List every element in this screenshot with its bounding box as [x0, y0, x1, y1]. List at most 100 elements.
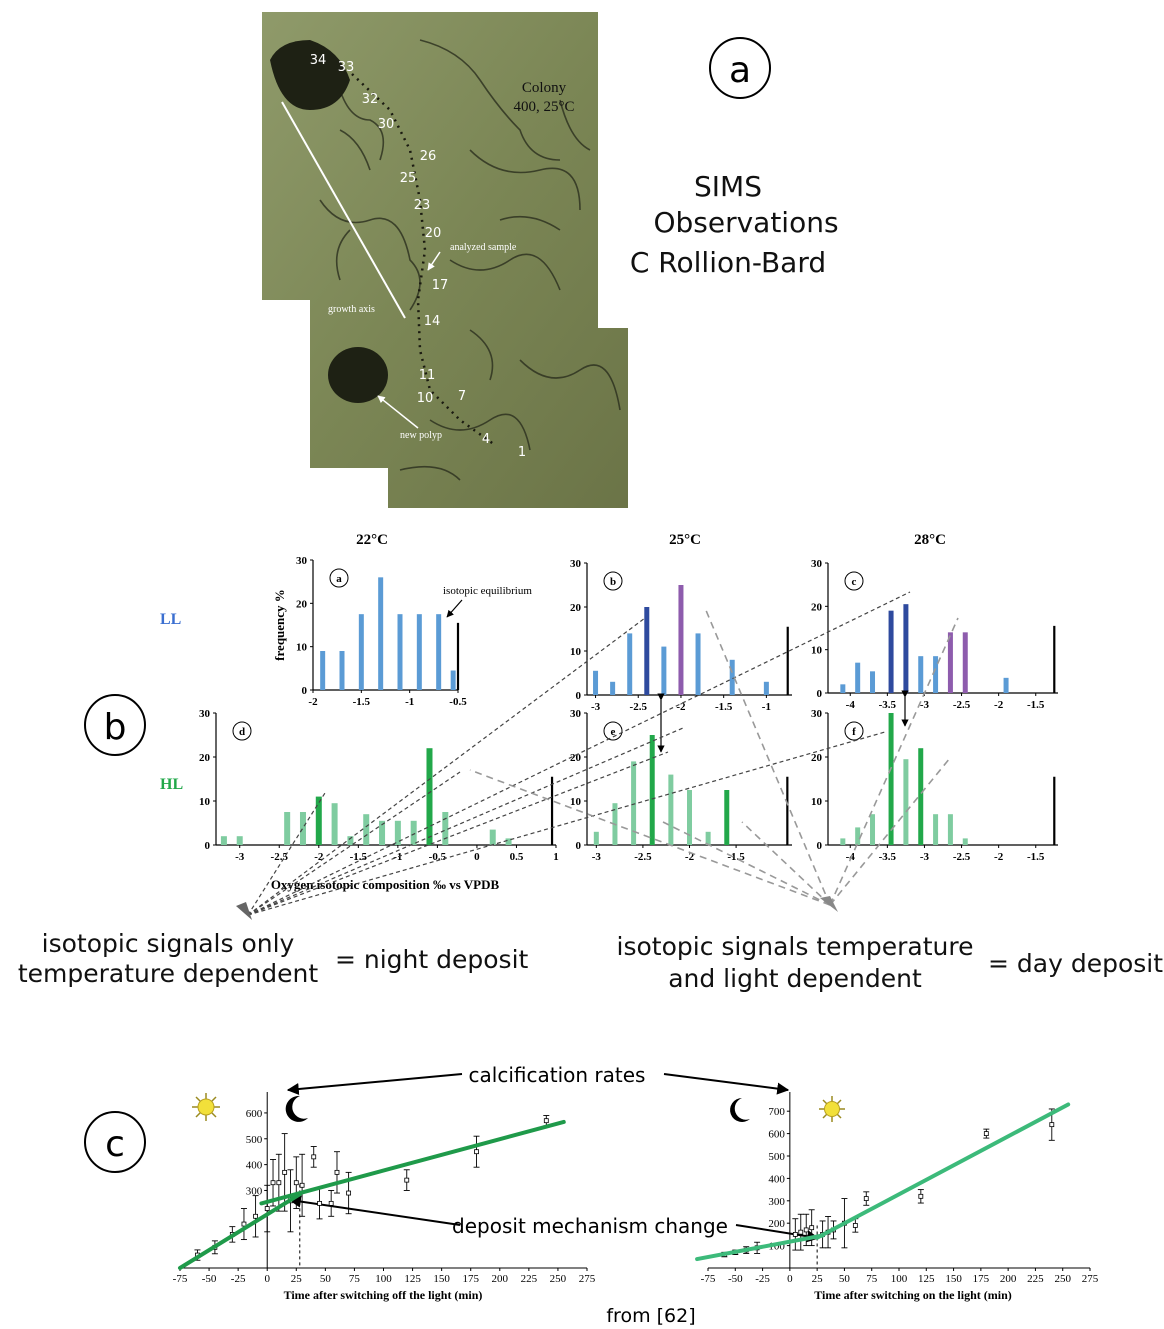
night-line-1: isotopic signals only: [42, 929, 295, 958]
bar: [320, 651, 326, 690]
bar: [947, 632, 953, 693]
night-deposit-text: isotopic signals only temperature depend…: [18, 929, 529, 988]
moon-icon: [285, 1095, 308, 1122]
y-tick-label: 30: [199, 708, 211, 720]
x-tick-label: 275: [1082, 1273, 1099, 1285]
night-arrowhead: [236, 902, 252, 920]
x-tick-label: 75: [866, 1273, 878, 1285]
x-tick-label: 75: [349, 1273, 361, 1285]
y-tick-label: 200: [768, 1218, 785, 1230]
y-tick-label: 400: [246, 1160, 263, 1172]
x-tick-label: -1.5: [350, 851, 368, 863]
night-connector: [247, 731, 886, 916]
data-point: [792, 1218, 799, 1251]
y-tick-label: 300: [246, 1185, 263, 1197]
y-tick-label: 700: [768, 1106, 785, 1118]
bar: [236, 836, 243, 845]
y-tick-label: 0: [576, 840, 582, 852]
x-tick-label: -2.5: [630, 701, 648, 713]
data-point: [917, 1189, 924, 1204]
temp-22: 22°C: [356, 532, 388, 548]
x-tick-label: -3: [920, 699, 930, 711]
spot-label-23: 23: [414, 198, 431, 213]
histogram-c: 0 10 20 30 -4 -3.5 -3 -2.5 -2 -1.5 c: [811, 558, 1058, 711]
panel-letter-circle: [603, 571, 623, 591]
day-line-2: and light dependent: [668, 964, 922, 993]
x-tick-label: -1.5: [715, 701, 733, 713]
row-label-hl: HL: [160, 776, 183, 793]
spot-label-14: 14: [424, 314, 441, 329]
data-point: [240, 1208, 247, 1241]
bar: [695, 633, 701, 695]
day-connector: [704, 607, 831, 906]
data-point: [403, 1169, 410, 1191]
bar: [888, 610, 894, 693]
y-tick-label: 0: [205, 840, 211, 852]
day-connector: [469, 769, 831, 906]
bar: [505, 838, 512, 845]
y-tick-label: 30: [296, 555, 308, 567]
x-tick-label: -3.5: [879, 699, 897, 711]
data-point: [264, 1184, 271, 1233]
spot-label-30: 30: [378, 117, 395, 132]
x-tick-label: -4: [846, 851, 856, 863]
x-tick-label: -25: [755, 1273, 770, 1285]
bar: [358, 614, 364, 690]
x-tick-label: -2.5: [634, 851, 652, 863]
x-tick-label: -2: [994, 851, 1004, 863]
x-tick-label: -3: [235, 851, 245, 863]
x-tick-label: -0.5: [449, 696, 467, 708]
x-tick-label: 100: [891, 1273, 908, 1285]
day-arrowhead: [820, 896, 838, 912]
calcification-arrow-left: [286, 1073, 463, 1095]
x-tick-label: 0: [787, 1273, 793, 1285]
y-tick-label: 0: [817, 688, 823, 700]
micrograph-texture: [299, 39, 621, 481]
bar: [903, 759, 909, 845]
rate-chart-c-right: -75 -50 -25 0 25 50 75 100 125 150 175 200 225 250 275…: [695, 1092, 1099, 1285]
panel-letter: f: [852, 726, 856, 738]
data-point: [310, 1146, 317, 1168]
x-tick-label: 250: [1054, 1273, 1071, 1285]
x-tick-label: 250: [550, 1273, 567, 1285]
y-tick-label: 600: [246, 1108, 263, 1120]
spot-label-17: 17: [432, 278, 449, 293]
bar: [724, 790, 730, 845]
oxygen-axis-label: Oxygen isotopic composition ‰ vs VPDB: [271, 877, 500, 892]
x-tick-label: -1: [762, 701, 771, 713]
day-equation: = day deposit: [988, 949, 1163, 978]
equilibrium-label: isotopic equilibrium: [443, 585, 532, 597]
x-tick-label: -2: [994, 699, 1004, 711]
y-tick-label: 30: [570, 708, 582, 720]
bar: [1003, 677, 1009, 693]
bar: [379, 820, 386, 845]
data-point: [328, 1190, 335, 1217]
panel-letter-circle: [844, 571, 864, 591]
analyzed-sample-label: analyzed sample: [450, 242, 517, 253]
bar: [378, 577, 384, 690]
panel-letter: d: [239, 726, 245, 738]
y-tick-label: 10: [811, 796, 823, 808]
dashed-connector-lines: [247, 591, 959, 916]
svg-text:c: c: [105, 1124, 125, 1165]
mechanism-arrow-right: [735, 1224, 820, 1243]
polyp-arrow: [377, 395, 419, 429]
x-tick-label: -75: [173, 1273, 188, 1285]
bar: [416, 614, 422, 690]
colony-label: Colony: [522, 80, 567, 96]
temp-25: 25°C: [669, 532, 701, 548]
svg-text:b: b: [104, 707, 127, 748]
bar: [394, 820, 401, 845]
y-tick-label: 10: [296, 642, 308, 654]
bar: [678, 585, 684, 695]
bar: [962, 632, 968, 693]
x-tick-label: 100: [375, 1273, 392, 1285]
bar: [918, 748, 924, 845]
y-tick-label: 30: [570, 558, 582, 570]
data-point: [333, 1151, 340, 1194]
y-tick-label: 20: [811, 601, 823, 613]
panel-a-label: a: [709, 37, 771, 99]
panel-letter: e: [611, 726, 616, 738]
